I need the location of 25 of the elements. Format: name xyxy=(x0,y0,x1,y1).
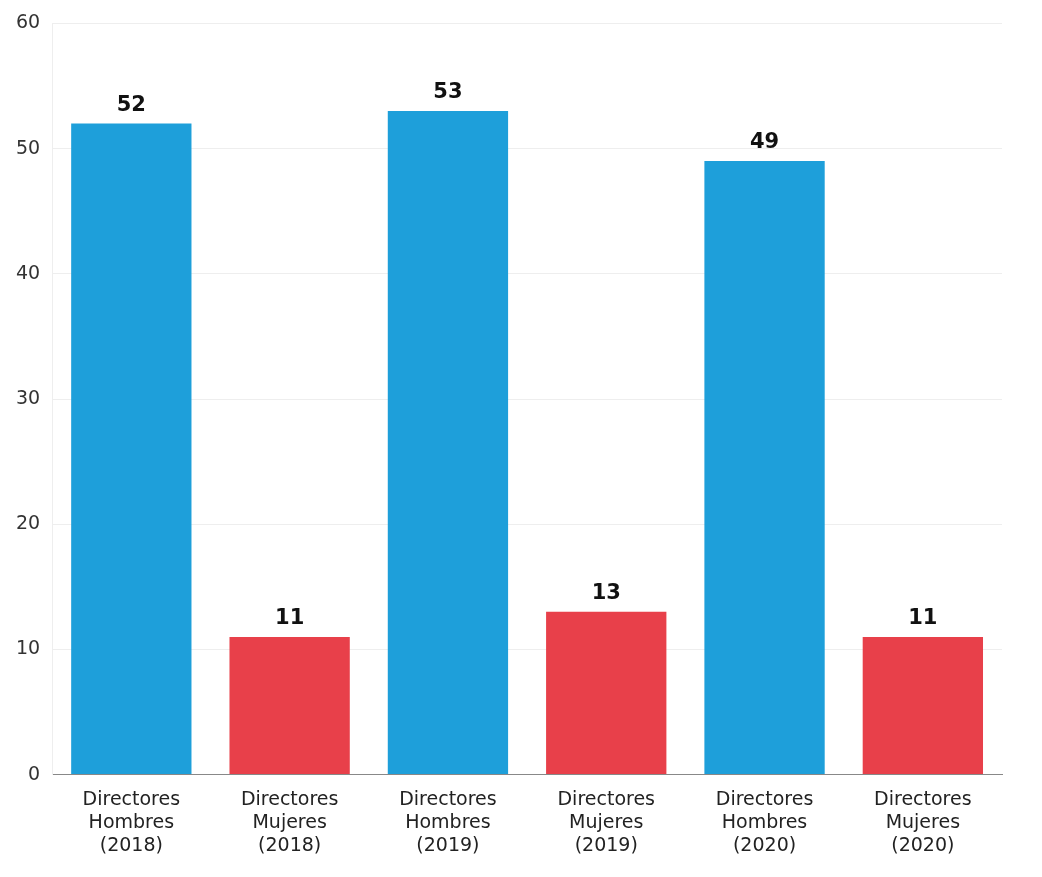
data-label: 53 xyxy=(433,78,463,103)
bar xyxy=(229,636,350,775)
y-tick-label: 40 xyxy=(15,260,41,283)
data-label: 13 xyxy=(591,579,621,604)
y-tick-label: 10 xyxy=(15,636,41,659)
bar xyxy=(862,636,983,775)
bar xyxy=(546,611,667,775)
data-label: 52 xyxy=(116,91,146,116)
data-label: 49 xyxy=(749,129,780,154)
bar xyxy=(71,123,192,775)
x-tick-label: Directores Mujeres (2020) xyxy=(874,786,972,855)
x-tick-label: Directores Hombres (2018) xyxy=(82,786,181,855)
x-tick-label: Directores Mujeres (2018) xyxy=(240,786,339,855)
bar xyxy=(704,161,825,775)
y-tick-label: 20 xyxy=(15,511,41,534)
y-tick-label: 50 xyxy=(15,135,41,158)
x-tick-label: Directores Hombres (2019) xyxy=(399,786,497,855)
y-tick-label: 60 xyxy=(15,10,41,33)
data-label: 11 xyxy=(908,604,938,629)
bar xyxy=(387,111,509,775)
data-label: 11 xyxy=(275,604,305,629)
y-tick-label: 0 xyxy=(28,761,41,784)
x-tick-label: Directores Hombres (2020) xyxy=(715,786,814,855)
x-tick-label: Directores Mujeres (2019) xyxy=(557,786,655,855)
y-tick-label: 30 xyxy=(15,385,41,408)
